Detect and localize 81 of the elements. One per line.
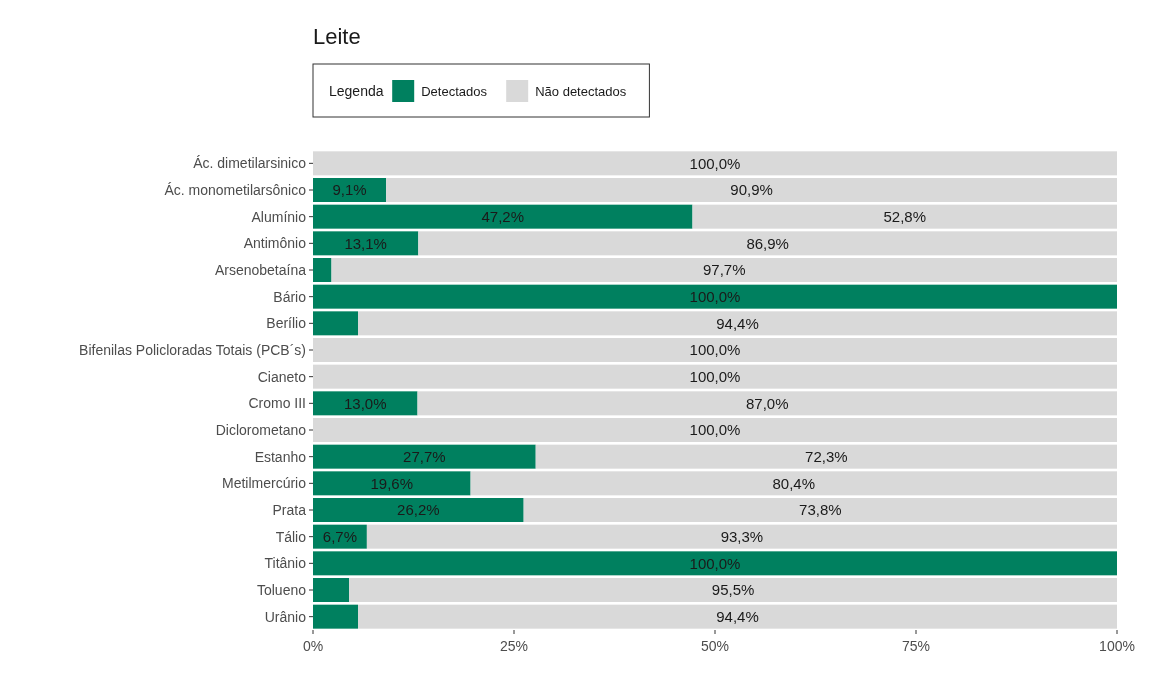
y-tick-label: Titânio [264,555,307,572]
data-label: 13,1% [344,234,387,252]
bar [366,524,1117,549]
data-label: 6,7% [322,527,358,545]
data-label: 94,4% [716,607,759,625]
data-label: 52,8% [883,207,927,225]
y-tick-label: Diclorometano [215,421,307,438]
bar [313,444,536,469]
legend-title: Legenda [329,82,384,99]
x-tick-label: 75% [901,638,931,654]
bar [331,258,1117,282]
bar [535,444,1117,469]
bar [313,498,524,522]
x-tick-label: 25% [499,638,529,654]
data-label: 100,0% [689,154,741,172]
data-label: 27,7% [403,447,446,465]
y-tick-label: Antimônio [243,235,307,252]
data-label: 95,5% [711,581,755,599]
y-tick-label: Alumínio [251,208,307,225]
bar [313,364,1117,389]
y-tick-label: Ác. monometilarsônico [164,181,307,198]
bar [313,338,1117,362]
data-label: 93,3% [720,527,764,545]
x-tick-label: 50% [700,638,730,654]
bar [313,258,332,282]
y-tick-label: Prata [272,501,307,518]
bar [418,231,1117,256]
data-label: 100,0% [689,287,741,305]
data-label: 86,9% [746,234,789,252]
bar [313,471,471,496]
data-label: 80,4% [772,474,816,492]
chart-title: Leite [313,23,361,49]
bar [692,204,1117,229]
y-tick-label: Metilmercúrio [221,475,307,492]
data-label: 100,0% [689,554,741,572]
y-tick-label: Urânio [264,608,307,625]
bar [313,418,1117,442]
y-tick-label: Arsenobetaína [214,261,307,278]
bar [349,578,1117,602]
data-label: 100,0% [689,367,741,385]
y-tick-label: Ác. dimetilarsinico [193,155,307,172]
y-tick-label: Bário [273,288,307,305]
bar [313,311,359,336]
y-tick-label: Berílio [266,315,307,332]
x-tick-label: 0% [302,638,324,654]
data-label: 13,0% [343,394,387,412]
data-label: 94,4% [716,314,759,332]
data-label: 87,0% [745,394,789,412]
y-tick-label: Estanho [254,448,307,465]
data-label: 26,2% [397,501,440,519]
data-label: 19,6% [370,474,414,492]
bar [313,391,418,416]
bar [386,178,1117,202]
y-tick-label: Tolueno [256,581,307,598]
bar [313,204,693,229]
data-label: 9,1% [332,181,367,199]
data-label: 90,9% [730,181,773,199]
data-label: 73,8% [799,501,842,519]
data-label: 97,7% [702,261,746,279]
y-tick-label: Bifenilas Policloradas Totais (PCB´s) [79,341,306,358]
legend-label: Não detectados [535,83,627,99]
bar [358,311,1117,336]
data-label: 47,2% [481,207,525,225]
bar [313,284,1117,309]
y-tick-label: Cianeto [257,368,307,385]
legend-label: Detectados [421,83,488,99]
bar [313,578,350,602]
bar [313,151,1117,176]
bar [313,604,359,629]
y-tick-label: Tálio [275,528,307,545]
x-tick-label: 100% [1099,638,1135,654]
bar [358,604,1117,629]
bar [313,551,1117,576]
y-tick-label: Cromo III [248,395,306,412]
bar [417,391,1117,416]
bar [523,498,1117,522]
data-label: 100,0% [689,421,741,439]
bar [313,231,419,256]
bar [470,471,1117,496]
data-label: 72,3% [805,447,848,465]
data-label: 100,0% [689,341,741,359]
